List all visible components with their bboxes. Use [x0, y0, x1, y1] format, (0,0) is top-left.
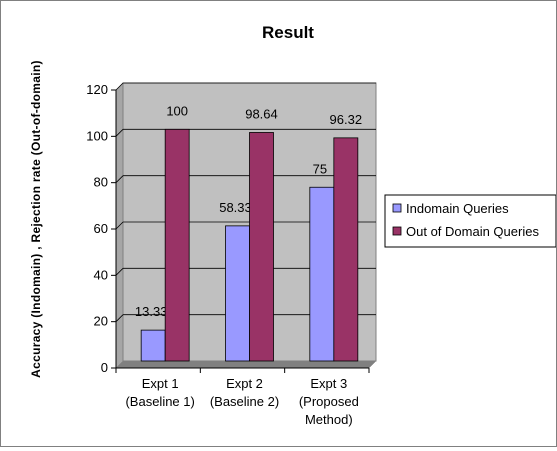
x-tick-label: Expt 3 [310, 376, 347, 391]
data-label: 96.32 [330, 112, 363, 127]
legend-label: Out of Domain Queries [406, 224, 539, 239]
gridline-depth [115, 129, 124, 137]
y-tick-label: 20 [94, 314, 108, 329]
gridline-depth [115, 268, 124, 276]
data-label: 13.33 [135, 304, 168, 319]
legend-swatch [392, 203, 402, 213]
bar [249, 132, 274, 362]
legend-label: Indomain Queries [406, 201, 509, 216]
y-tick-label: 40 [94, 267, 108, 282]
gridline-depth [115, 175, 124, 183]
data-label: 98.64 [245, 106, 278, 121]
plot-floor [115, 360, 377, 369]
data-label: 58.33 [219, 200, 252, 215]
legend-box [384, 194, 557, 248]
data-label: 75 [313, 161, 327, 176]
legend-swatch [392, 226, 402, 236]
x-tick-label: Method) [305, 412, 353, 427]
bar [225, 225, 250, 362]
y-tick-label: 0 [101, 360, 108, 375]
bar [309, 186, 335, 362]
y-tick-label: 60 [94, 221, 108, 236]
bar [164, 128, 190, 362]
chart-title: Result [262, 23, 314, 42]
x-tick-label: Expt 1 [142, 376, 179, 391]
y-tick-label: 120 [86, 82, 108, 97]
bar [333, 137, 359, 362]
y-tick-label: 100 [86, 128, 108, 143]
y-axis-label: Accuracy (Indomain) , Rejection rate (Ou… [29, 60, 43, 378]
y-tick-label: 80 [94, 175, 108, 190]
gridline-depth [115, 221, 124, 230]
bar [140, 329, 166, 362]
x-tick-label: Expt 2 [226, 376, 263, 391]
gridline-depth [115, 82, 124, 91]
x-tick-label: (Baseline 1) [125, 394, 194, 409]
plot-area: 0 20 40 60 80 100 120 13.33 58.33 75 100 98.64 96.32… [86, 82, 377, 427]
gridline-depth [115, 314, 124, 322]
data-label: 100 [166, 103, 188, 118]
legend: Indomain Queries Out of Domain Queries [384, 194, 557, 248]
x-tick-label: (Baseline 2) [210, 394, 279, 409]
x-tick-label: (Proposed [299, 394, 359, 409]
